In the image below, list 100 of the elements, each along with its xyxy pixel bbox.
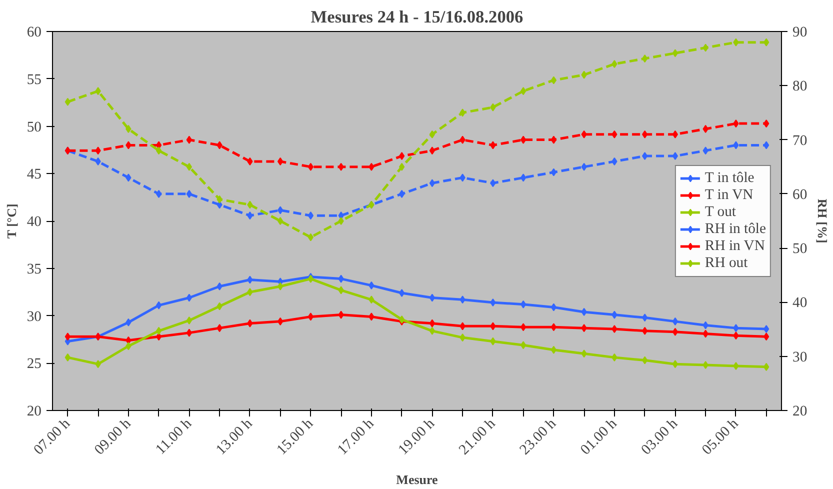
point	[702, 321, 708, 330]
point	[247, 276, 253, 284]
point	[642, 54, 648, 63]
point	[581, 324, 587, 332]
y2-tick-label: 80	[792, 78, 808, 95]
point	[429, 130, 436, 138]
point	[581, 70, 587, 79]
y-tick-label: 35	[26, 261, 42, 278]
point	[672, 317, 678, 326]
point	[216, 324, 222, 332]
point	[308, 212, 314, 220]
y-tick-label: 60	[26, 24, 42, 40]
y-tick-label: 50	[26, 119, 42, 136]
point	[277, 206, 284, 214]
point	[520, 87, 526, 96]
point	[95, 87, 101, 96]
point	[95, 360, 101, 368]
point	[277, 157, 284, 166]
point	[763, 38, 770, 46]
chart-title: Mesures 24 h - 15/16.08.2006	[310, 8, 524, 26]
point	[490, 141, 496, 150]
point	[612, 325, 618, 334]
point	[429, 146, 436, 155]
point	[581, 350, 587, 358]
point	[186, 162, 192, 171]
point	[550, 303, 557, 312]
y-tick-label: 40	[26, 214, 42, 230]
point	[247, 157, 253, 166]
point	[550, 168, 557, 176]
y2-tick-label: 50	[792, 241, 808, 258]
point	[126, 336, 132, 344]
point	[338, 217, 344, 225]
y2-tick-label: 70	[792, 132, 808, 149]
y2-tick-label: 90	[792, 24, 808, 40]
y2-tick-label: 60	[792, 186, 808, 203]
y2-tick-label: 30	[792, 349, 808, 366]
point	[702, 124, 708, 133]
point	[672, 360, 678, 368]
point	[520, 341, 526, 350]
point	[156, 190, 162, 198]
legend-label: T out	[704, 204, 736, 220]
y-tick-label: 20	[26, 404, 42, 420]
point	[642, 130, 648, 138]
point	[338, 162, 344, 171]
point	[186, 136, 192, 144]
point	[520, 323, 526, 332]
point	[702, 361, 708, 370]
point	[672, 130, 678, 138]
point	[702, 44, 708, 52]
point	[702, 146, 708, 155]
point	[581, 308, 587, 316]
point	[672, 49, 678, 58]
point	[429, 179, 436, 188]
point	[550, 136, 557, 144]
point	[490, 103, 496, 112]
point	[460, 296, 466, 304]
point	[612, 310, 618, 319]
point	[398, 289, 405, 298]
point	[398, 190, 405, 198]
point	[733, 38, 739, 46]
point	[126, 124, 132, 133]
y2-tick-label: 40	[792, 295, 808, 312]
point	[763, 325, 770, 334]
point	[368, 162, 374, 171]
point	[308, 162, 314, 171]
point	[186, 294, 192, 302]
point	[308, 233, 314, 242]
point	[642, 356, 648, 364]
point	[550, 76, 557, 84]
point	[612, 353, 618, 362]
point	[126, 174, 132, 182]
y-tick-label: 45	[26, 166, 42, 183]
point	[308, 312, 314, 321]
point	[763, 332, 770, 341]
point	[368, 296, 374, 304]
point	[398, 152, 405, 160]
point	[520, 136, 526, 144]
point	[126, 318, 132, 326]
point	[733, 120, 739, 128]
point	[642, 152, 648, 160]
point	[550, 323, 557, 332]
point	[338, 286, 344, 294]
legend-label: RH in tôle	[704, 220, 766, 238]
y-axis-title: T [°C]	[4, 204, 19, 239]
point	[429, 319, 436, 328]
point	[156, 146, 162, 155]
point	[460, 322, 466, 330]
point	[490, 298, 496, 306]
point	[277, 282, 284, 290]
legend-label: T in tôle	[704, 170, 754, 186]
point	[95, 157, 101, 166]
point	[490, 337, 496, 346]
y2-axis-title: RH [%]	[815, 198, 830, 244]
point	[156, 332, 162, 341]
point	[64, 353, 71, 362]
point	[156, 326, 162, 335]
point	[672, 328, 678, 336]
point	[277, 317, 284, 326]
point	[763, 120, 770, 128]
point	[733, 362, 739, 370]
